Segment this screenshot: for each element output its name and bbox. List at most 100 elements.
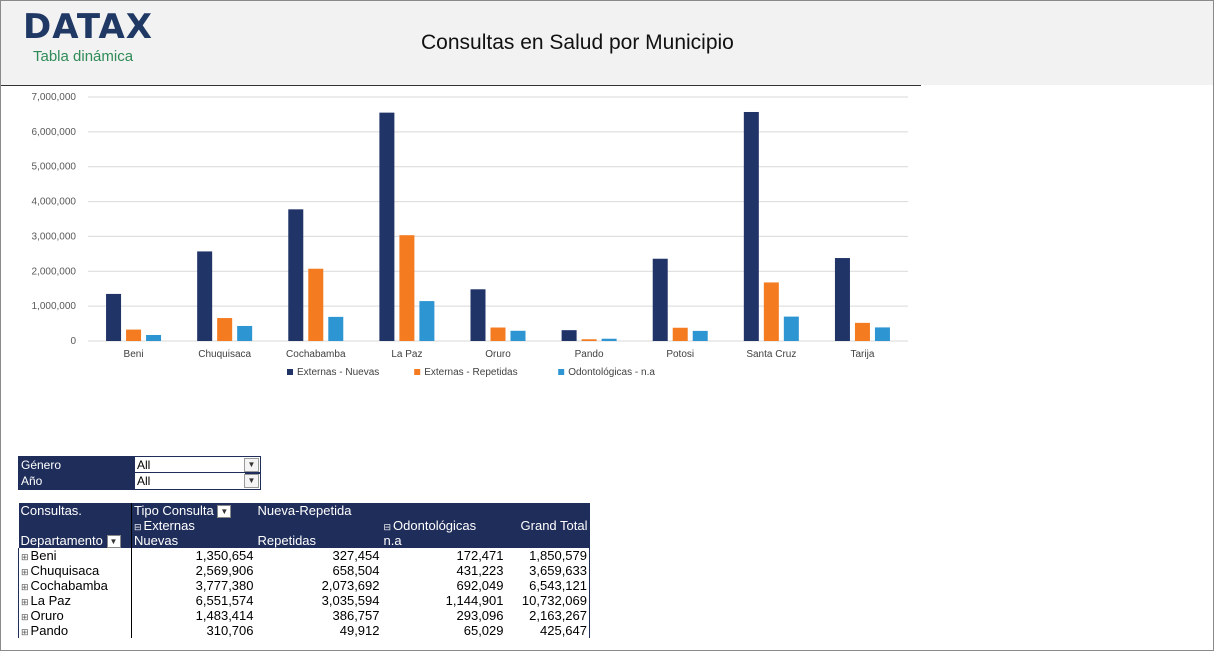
y-tick-label: 1,000,000 xyxy=(32,301,77,312)
cell-nuevas: 6,551,574 xyxy=(131,593,256,609)
slicer-genero-label: Género xyxy=(19,457,135,473)
dashboard-header: DATAX Tabla dinámica Consultas en Salud … xyxy=(1,1,921,86)
table-row[interactable]: ⊞ Pando 310,706 49,912 65,029 425,647 xyxy=(18,623,590,639)
x-tick-label: Beni xyxy=(124,349,144,360)
table-row[interactable]: ⊞ Beni 1,350,654 327,454 172,471 1,850,579 xyxy=(18,548,590,564)
cell-nuevas: 1,483,414 xyxy=(131,608,256,624)
collapse-icon[interactable]: ⊟ xyxy=(134,522,142,533)
page-title: Consultas en Salud por Municipio xyxy=(421,31,734,54)
x-tick-label: Chuquisaca xyxy=(198,349,251,360)
table-row[interactable]: ⊞ Chuquisaca 2,569,906 658,504 431,223 3,659,… xyxy=(18,563,590,579)
expand-icon[interactable]: ⊞ xyxy=(21,597,29,608)
filter-dropdown-icon[interactable]: ▼ xyxy=(106,535,121,549)
cell-nuevas: 3,777,380 xyxy=(131,578,256,594)
expand-icon[interactable]: ⊞ xyxy=(21,612,29,623)
bar-2 xyxy=(692,330,708,341)
cell-total: 6,543,121 xyxy=(505,578,590,594)
bar-2 xyxy=(601,338,617,341)
row-label[interactable]: ⊞ Beni xyxy=(18,548,132,564)
slicer-ano[interactable]: Año All ▼ xyxy=(18,472,261,490)
bar-1 xyxy=(854,322,870,341)
pivot-corner: Consultas. xyxy=(20,503,82,519)
row-field-departamento[interactable]: Departamento ▼ xyxy=(19,533,132,549)
bar-0 xyxy=(197,251,213,341)
cell-total: 2,163,267 xyxy=(505,608,590,624)
row-label[interactable]: ⊞ La Paz xyxy=(18,593,132,609)
bar-0 xyxy=(288,209,304,341)
expand-icon[interactable]: ⊞ xyxy=(21,627,29,638)
x-tick-label: Tarija xyxy=(850,349,874,360)
col-grand-total: Grand Total xyxy=(520,518,588,534)
cell-total: 10,732,069 xyxy=(505,593,590,609)
row-label-text: La Paz xyxy=(30,593,72,609)
legend-label: Externas - Repetidas xyxy=(424,367,517,378)
bar-2 xyxy=(510,330,526,341)
bar-2 xyxy=(328,316,344,341)
cell-odonto: 172,471 xyxy=(381,548,506,564)
row-label[interactable]: ⊞ Oruro xyxy=(18,608,132,624)
x-tick-label: Pando xyxy=(575,349,604,360)
x-tick-label: Santa Cruz xyxy=(746,349,796,360)
col-repetidas: Repetidas xyxy=(257,533,317,549)
x-tick-label: Potosi xyxy=(666,349,694,360)
y-tick-label: 2,000,000 xyxy=(32,266,77,277)
x-tick-label: La Paz xyxy=(391,349,422,360)
bar-1 xyxy=(672,327,688,341)
collapse-icon[interactable]: ⊟ xyxy=(383,522,392,533)
bar-chart[interactable]: 0 1,000,000 2,000,000 3,000,000 4,000,000 5,0… xyxy=(20,88,920,388)
row-label-text: Oruro xyxy=(30,608,64,624)
table-row[interactable]: ⊞ Cochabamba 3,777,380 2,073,692 692,049 6,54… xyxy=(18,578,590,594)
legend-label: Externas - Nuevas xyxy=(297,367,379,378)
y-tick-label: 6,000,000 xyxy=(32,127,77,138)
cell-repetidas: 386,757 xyxy=(255,608,382,624)
bar-0 xyxy=(106,293,122,341)
table-row[interactable]: ⊞ Oruro 1,483,414 386,757 293,096 2,163,267 xyxy=(18,608,590,624)
bar-1 xyxy=(126,329,142,341)
col-field-tipo[interactable]: Tipo Consulta ▼ xyxy=(131,503,256,519)
dropdown-arrow-icon[interactable]: ▼ xyxy=(244,458,259,472)
table-row[interactable]: ⊞ La Paz 6,551,574 3,035,594 1,144,901 10,732… xyxy=(18,593,590,609)
cell-nuevas: 1,350,654 xyxy=(131,548,256,564)
bar-0 xyxy=(379,112,395,341)
filter-dropdown-icon[interactable]: ▼ xyxy=(217,505,232,519)
slicer-genero-value[interactable]: All xyxy=(135,457,245,473)
bar-2 xyxy=(237,325,253,341)
pivot-table: Consultas. Tipo Consulta ▼ Nueva-Repetid… xyxy=(18,503,590,639)
col-group-externas[interactable]: ⊟ Externas xyxy=(131,518,256,534)
legend-swatch xyxy=(287,369,293,375)
bar-2 xyxy=(783,316,799,341)
expand-icon[interactable]: ⊞ xyxy=(21,582,29,593)
col-field-nueva-repetida[interactable]: Nueva-Repetida xyxy=(257,503,352,519)
cell-nuevas: 2,569,906 xyxy=(131,563,256,579)
col-group-odontologicas[interactable]: ⊟ Odontológicas xyxy=(383,518,477,534)
bar-0 xyxy=(652,258,668,341)
bar-1 xyxy=(490,327,506,341)
bar-1 xyxy=(581,339,597,341)
row-label-text: Chuquisaca xyxy=(30,563,100,579)
dropdown-arrow-icon[interactable]: ▼ xyxy=(244,474,259,488)
row-label[interactable]: ⊞ Pando xyxy=(18,623,132,639)
cell-total: 1,850,579 xyxy=(505,548,590,564)
expand-icon[interactable]: ⊞ xyxy=(21,552,29,563)
x-tick-label: Cochabamba xyxy=(286,349,346,360)
y-tick-label: 7,000,000 xyxy=(32,92,77,103)
bar-2 xyxy=(146,334,162,341)
bar-0 xyxy=(834,258,850,341)
cell-odonto: 1,144,901 xyxy=(381,593,506,609)
logo-subtitle: Tabla dinámica xyxy=(33,48,134,65)
y-tick-label: 5,000,000 xyxy=(32,162,77,173)
row-label[interactable]: ⊞ Cochabamba xyxy=(18,578,132,594)
y-tick-label: 3,000,000 xyxy=(32,231,77,242)
x-tick-label: Oruro xyxy=(485,349,511,360)
cell-total: 3,659,633 xyxy=(505,563,590,579)
bar-0 xyxy=(743,111,759,341)
expand-icon[interactable]: ⊞ xyxy=(21,567,29,578)
pivot-body: ⊞ Beni 1,350,654 327,454 172,471 1,850,579 ⊞ Ch… xyxy=(18,548,590,639)
bar-1 xyxy=(217,318,233,341)
row-label[interactable]: ⊞ Chuquisaca xyxy=(18,563,132,579)
bar-1 xyxy=(308,268,324,341)
cell-repetidas: 49,912 xyxy=(255,623,382,639)
legend-label: Odontológicas - n.a xyxy=(568,367,655,378)
bar-1 xyxy=(763,282,779,341)
slicer-ano-value[interactable]: All xyxy=(135,473,245,489)
